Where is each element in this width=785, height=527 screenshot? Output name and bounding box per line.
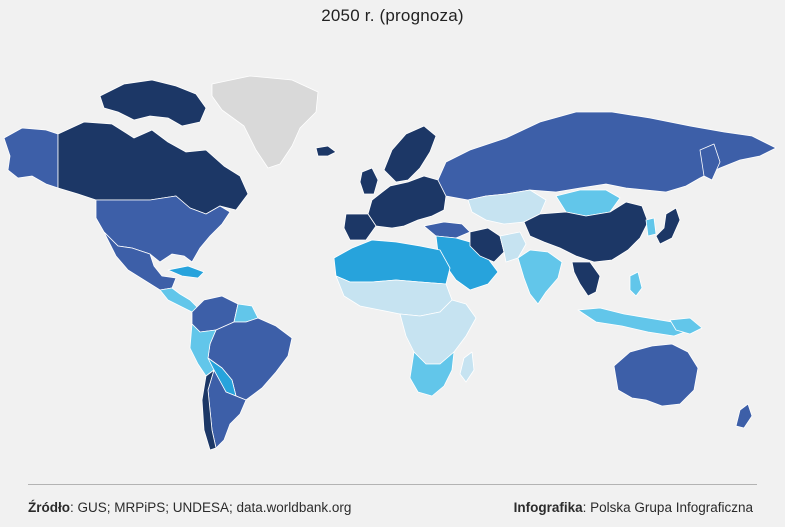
region-iberia xyxy=(343,213,377,241)
region-japan xyxy=(655,207,681,245)
region-korea xyxy=(645,217,657,237)
region-north-africa xyxy=(333,239,451,285)
region-india xyxy=(517,249,563,305)
map-title: 2050 r. (prognoza) xyxy=(321,6,464,25)
region-caribbean xyxy=(167,265,205,279)
region-philippines xyxy=(629,271,643,297)
region-europe xyxy=(367,175,447,229)
region-canada-islands xyxy=(99,79,207,127)
region-uk xyxy=(359,167,379,195)
region-chile xyxy=(201,369,217,451)
region-southeast-asia xyxy=(571,261,601,297)
region-kamchatka xyxy=(699,143,721,181)
region-southern-africa xyxy=(409,351,455,397)
region-new-zealand xyxy=(735,403,753,429)
region-madagascar xyxy=(459,351,475,383)
source-label: Źródło xyxy=(28,500,70,515)
credit-value: : Polska Grupa Infograficzna xyxy=(582,500,753,515)
footer-credit: Infografika: Polska Grupa Infograficzna xyxy=(514,500,753,515)
region-china xyxy=(523,201,649,263)
credit-label: Infografika xyxy=(513,500,583,515)
region-greenland xyxy=(211,75,319,169)
region-png xyxy=(669,317,703,335)
region-turkey xyxy=(423,221,471,239)
region-australia xyxy=(613,343,699,407)
region-mexico xyxy=(103,231,177,291)
source-value: : GUS; MRPiPS; UNDESA; data.worldbank.or… xyxy=(70,500,352,515)
footer-divider xyxy=(28,484,757,485)
region-alaska xyxy=(3,127,59,189)
region-central-america xyxy=(159,287,199,313)
region-scandinavia xyxy=(383,125,437,183)
world-map xyxy=(3,75,777,451)
footer-source: Źródło: GUS; MRPiPS; UNDESA; data.worldb… xyxy=(28,500,351,515)
region-iceland xyxy=(315,145,337,157)
region-russia xyxy=(437,111,777,201)
region-iran xyxy=(469,227,505,263)
